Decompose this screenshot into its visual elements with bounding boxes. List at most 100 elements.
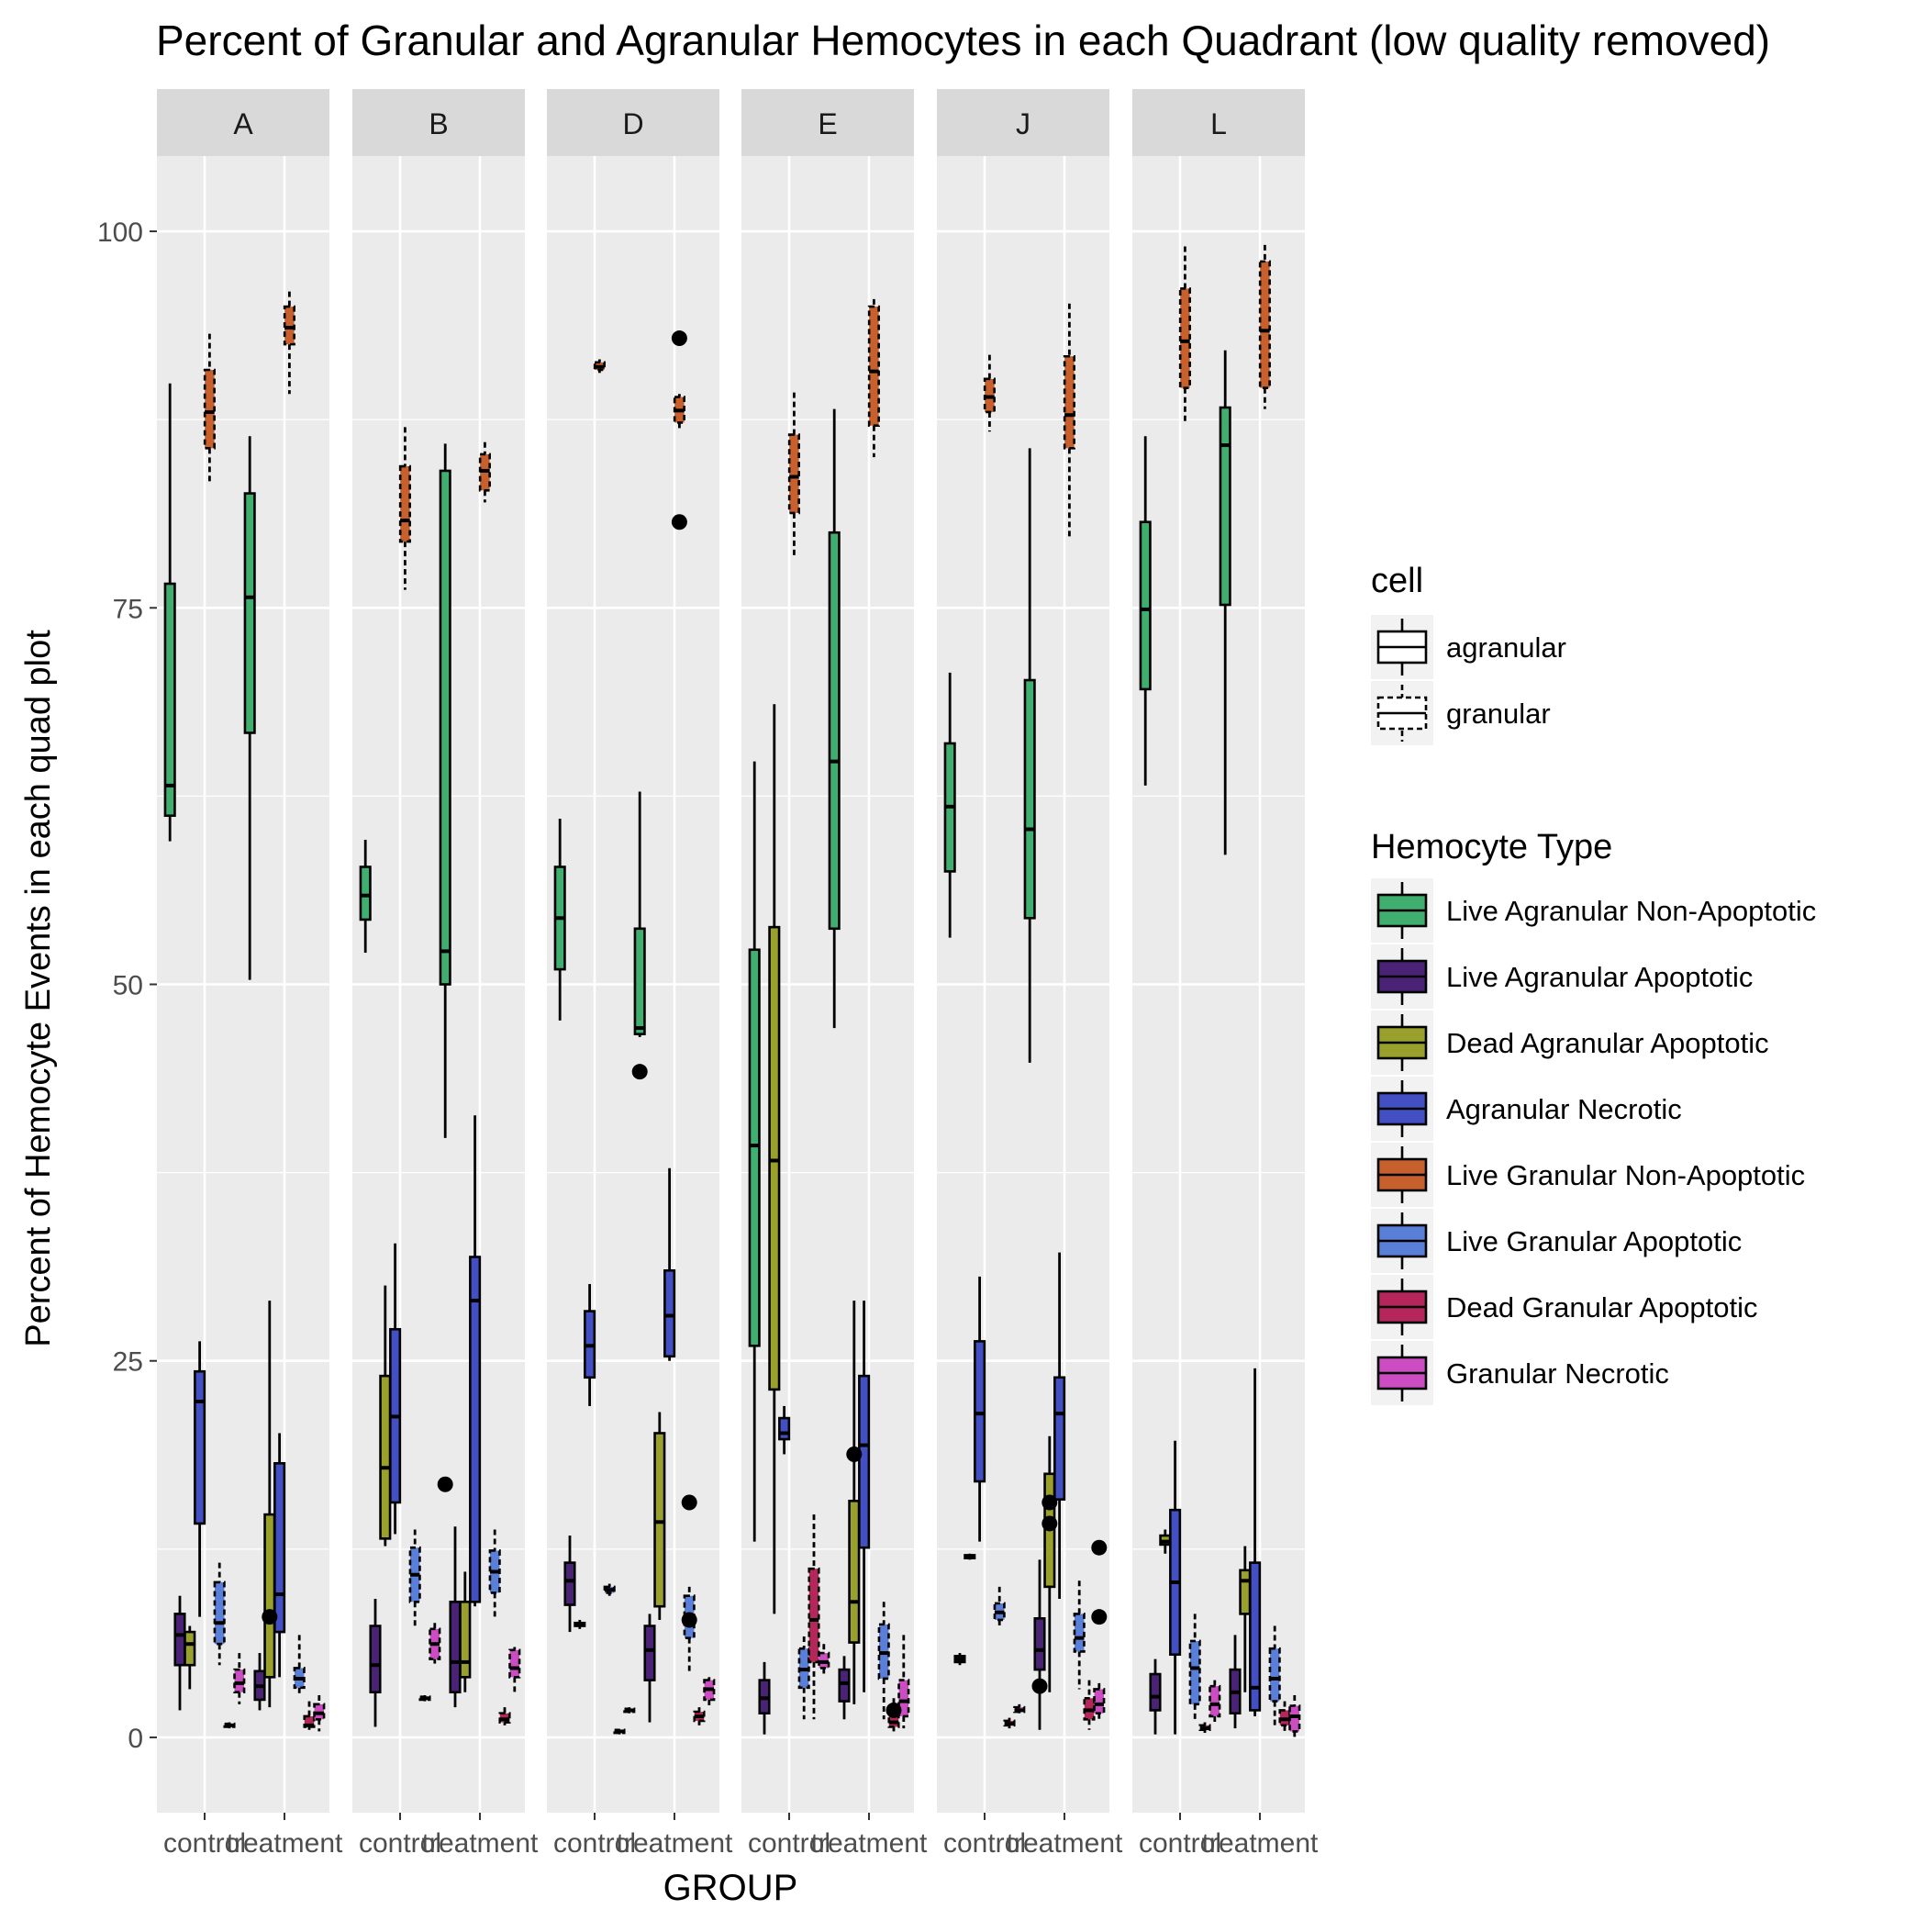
box-body bbox=[828, 530, 841, 931]
box-live-agranular-non-apoptotic bbox=[1139, 436, 1152, 786]
box-outlier-point bbox=[631, 1064, 648, 1080]
box-dead-granular-apoptotic bbox=[498, 1707, 511, 1725]
box-body bbox=[1073, 1613, 1086, 1653]
box-granular-necrotic bbox=[429, 1623, 441, 1664]
box-body bbox=[974, 1340, 986, 1483]
legend-type-item-label: Agranular Necrotic bbox=[1446, 1093, 1682, 1125]
box-granular-necrotic bbox=[1013, 1703, 1026, 1714]
facet-strip-label: B bbox=[429, 107, 448, 140]
box-live-agranular-apoptotic bbox=[643, 1614, 656, 1723]
box-live-granular-apoptotic bbox=[293, 1635, 306, 1696]
box-body bbox=[303, 1714, 316, 1728]
legend-type-item-label: Live Granular Non-Apoptotic bbox=[1446, 1159, 1805, 1191]
box-outlier-point bbox=[671, 330, 687, 347]
box-live-agranular-apoptotic bbox=[758, 1661, 771, 1735]
y-tick-label: 0 bbox=[128, 1724, 143, 1754]
legend-cell-item-label: granular bbox=[1446, 698, 1551, 730]
box-body bbox=[848, 1500, 861, 1644]
legend-cell-item-label: agranular bbox=[1446, 631, 1566, 664]
box-live-granular-apoptotic bbox=[408, 1529, 421, 1626]
box-live-granular-non-apoptotic bbox=[983, 354, 996, 432]
box-body bbox=[263, 1513, 276, 1679]
box-live-granular-non-apoptotic bbox=[478, 441, 491, 503]
box-granular-necrotic bbox=[1093, 1682, 1106, 1723]
box-live-agranular-non-apoptotic bbox=[553, 819, 566, 1021]
box-live-granular-non-apoptotic bbox=[1063, 303, 1075, 539]
x-tick-label: control bbox=[359, 1828, 441, 1859]
legend-type-title: Hemocyte Type bbox=[1371, 828, 1612, 866]
box-agranular-necrotic bbox=[858, 1301, 871, 1692]
box-body bbox=[897, 1679, 910, 1718]
box-live-agranular-apoptotic bbox=[253, 1653, 266, 1711]
box-dead-agranular-apoptotic bbox=[1239, 1546, 1252, 1692]
box-agranular-necrotic bbox=[584, 1284, 596, 1406]
facet-strip bbox=[157, 89, 329, 156]
box-body bbox=[1219, 406, 1231, 607]
box-live-granular-apoptotic bbox=[1268, 1625, 1281, 1725]
box-live-agranular-non-apoptotic bbox=[359, 839, 372, 954]
y-tick-label: 75 bbox=[113, 594, 143, 624]
box-body bbox=[748, 948, 761, 1347]
box-outlier-point bbox=[671, 514, 687, 530]
box-body bbox=[1053, 1376, 1066, 1501]
box-live-agranular-apoptotic bbox=[1229, 1635, 1242, 1729]
box-body bbox=[369, 1625, 382, 1694]
box-live-agranular-apoptotic bbox=[838, 1656, 851, 1720]
box-live-granular-apoptotic bbox=[993, 1586, 1006, 1629]
box-body bbox=[439, 469, 451, 986]
box-agranular-necrotic bbox=[1169, 1440, 1182, 1735]
box-body bbox=[1023, 678, 1036, 920]
box-body bbox=[1268, 1647, 1281, 1703]
box-body bbox=[1093, 1688, 1106, 1714]
box-dead-granular-apoptotic bbox=[303, 1701, 316, 1730]
box-dead-granular-apoptotic bbox=[1003, 1717, 1016, 1729]
box-outlier-point bbox=[846, 1446, 863, 1462]
facet-panels: AcontroltreatmentBcontroltreatmentDcontr… bbox=[157, 89, 1319, 1859]
box-body bbox=[1288, 1704, 1301, 1733]
legend-type-item-label: Live Agranular Non-Apoptotic bbox=[1446, 895, 1816, 927]
facet-strip bbox=[547, 89, 719, 156]
box-body bbox=[459, 1600, 472, 1679]
box-outlier-point bbox=[437, 1476, 453, 1492]
box-live-granular-non-apoptotic bbox=[398, 427, 411, 590]
box-live-granular-apoptotic bbox=[1073, 1580, 1086, 1690]
box-live-granular-non-apoptotic bbox=[673, 394, 685, 430]
box-live-agranular-non-apoptotic bbox=[163, 383, 176, 842]
facet-strip bbox=[741, 89, 914, 156]
legend-type-item-label: Live Granular Apoptotic bbox=[1446, 1225, 1742, 1257]
y-tick-label: 50 bbox=[113, 971, 143, 1001]
y-axis-label: Percent of Hemocyte Events in each quad … bbox=[19, 630, 58, 1347]
box-dead-granular-apoptotic bbox=[693, 1707, 706, 1725]
x-tick-label: control bbox=[163, 1828, 246, 1859]
box-body bbox=[233, 1668, 246, 1694]
box-live-agranular-non-apoptotic bbox=[828, 408, 841, 1029]
box-body bbox=[1178, 287, 1191, 389]
box-live-granular-non-apoptotic bbox=[203, 333, 216, 482]
box-live-agranular-non-apoptotic bbox=[1023, 448, 1036, 1063]
box-dead-agranular-apoptotic bbox=[848, 1301, 861, 1704]
x-tick-label: control bbox=[748, 1828, 830, 1859]
box-live-agranular-non-apoptotic bbox=[1219, 350, 1231, 855]
box-granular-necrotic bbox=[818, 1644, 830, 1678]
chart-title: Percent of Granular and Agranular Hemocy… bbox=[156, 17, 1770, 64]
legend-type-item-label: Live Agranular Apoptotic bbox=[1446, 961, 1753, 993]
box-live-granular-apoptotic bbox=[797, 1636, 810, 1720]
box-live-agranular-apoptotic bbox=[953, 1653, 966, 1666]
box-granular-necrotic bbox=[623, 1707, 636, 1714]
box-body bbox=[163, 582, 176, 818]
box-agranular-necrotic bbox=[1053, 1252, 1066, 1599]
box-outlier-point bbox=[886, 1702, 902, 1718]
box-body bbox=[184, 1630, 196, 1667]
x-tick-label: control bbox=[553, 1828, 636, 1859]
box-dead-granular-apoptotic bbox=[1198, 1722, 1211, 1734]
box-body bbox=[808, 1567, 820, 1664]
facet-strip-label: L bbox=[1210, 107, 1227, 140]
box-live-granular-non-apoptotic bbox=[283, 291, 295, 395]
box-granular-necrotic bbox=[508, 1647, 521, 1692]
box-agranular-necrotic bbox=[778, 1405, 791, 1455]
box-body bbox=[469, 1256, 482, 1603]
